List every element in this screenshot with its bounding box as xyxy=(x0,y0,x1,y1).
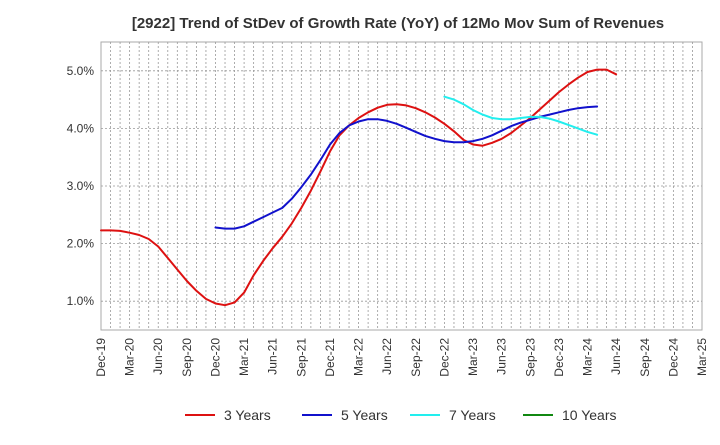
y-tick-label: 2.0% xyxy=(67,237,95,251)
series-line-3-years xyxy=(100,68,618,307)
series-lines xyxy=(100,68,618,307)
x-tick-label: Dec-20 xyxy=(208,338,222,377)
grid xyxy=(100,41,703,331)
x-tick-label: Mar-24 xyxy=(581,338,595,376)
legend-label: 10 Years xyxy=(562,407,617,423)
x-tick-label: Mar-23 xyxy=(466,338,480,376)
x-tick-label: Sep-24 xyxy=(638,338,652,377)
x-tick-label: Dec-22 xyxy=(437,338,451,377)
legend: 3 Years 5 Years 7 Years 10 Years xyxy=(185,407,617,423)
legend-label: 5 Years xyxy=(341,407,388,423)
y-tick-label: 4.0% xyxy=(67,121,95,135)
legend-label: 7 Years xyxy=(449,407,496,423)
x-tick-label: Mar-22 xyxy=(352,338,366,376)
x-tick-label: Sep-22 xyxy=(409,338,423,377)
x-tick-label: Jun-20 xyxy=(151,338,165,375)
x-tick-label: Dec-24 xyxy=(666,338,680,377)
x-tick-label: Sep-20 xyxy=(180,338,194,377)
axes: 1.0% 2.0% 3.0% 4.0% 5.0% Dec-19 Mar-20 Jun-20 Se… xyxy=(67,64,709,377)
x-tick-label: Sep-21 xyxy=(294,338,308,377)
series-line-7-years xyxy=(443,95,599,136)
x-tick-label: Dec-19 xyxy=(94,338,108,377)
x-tick-label: Sep-23 xyxy=(523,338,537,377)
chart-title: [2922] Trend of StDev of Growth Rate (Yo… xyxy=(132,15,664,32)
x-tick-label: Jun-21 xyxy=(266,338,280,375)
y-tick-label: 1.0% xyxy=(67,294,95,308)
y-tick-label: 5.0% xyxy=(67,64,95,78)
x-tick-label: Jun-23 xyxy=(495,338,509,375)
x-tick-label: Mar-20 xyxy=(123,338,137,376)
y-tick-label: 3.0% xyxy=(67,179,95,193)
x-tick-label: Mar-25 xyxy=(695,338,709,376)
series-line-5-years xyxy=(214,105,599,230)
legend-label: 3 Years xyxy=(224,407,271,423)
x-tick-label: Mar-21 xyxy=(237,338,251,376)
x-tick-label: Dec-23 xyxy=(552,338,566,377)
x-tick-label: Jun-22 xyxy=(380,338,394,375)
x-tick-label: Dec-21 xyxy=(323,338,337,377)
x-tick-label: Jun-24 xyxy=(609,338,623,375)
